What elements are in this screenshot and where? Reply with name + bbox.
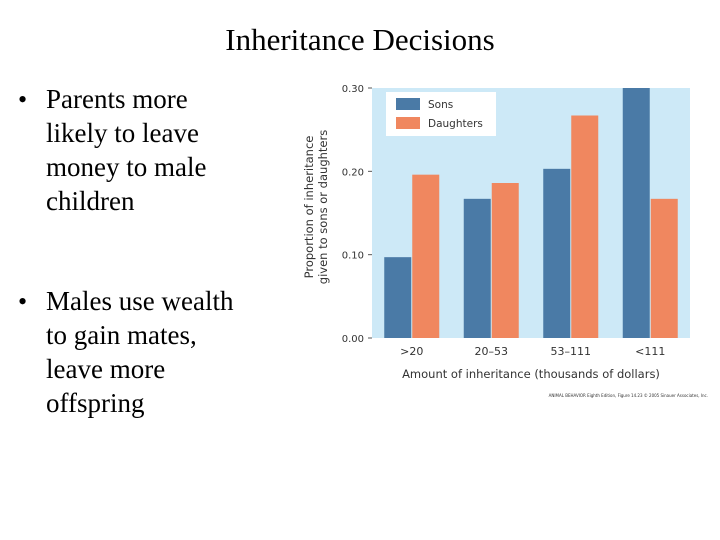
bullet-text: children (46, 186, 135, 216)
bullet-dot: • (18, 85, 27, 114)
legend-label: Daughters (428, 118, 483, 130)
bullet-text: Males use wealth (46, 286, 234, 316)
bar (622, 88, 650, 338)
x-tick-label: 53–111 (551, 345, 592, 358)
bullet-text: to gain mates, (46, 320, 197, 350)
y-tick-label: 0.10 (342, 251, 364, 262)
x-tick-label: >20 (400, 345, 423, 358)
slide-title: Inheritance Decisions (225, 22, 494, 57)
bar (412, 174, 440, 338)
x-tick-label: <111 (635, 345, 665, 358)
legend-swatch (396, 117, 420, 129)
y-tick-label: 0.20 (342, 167, 364, 178)
bullet-text: offspring (46, 388, 145, 418)
bullet-dot: • (18, 287, 27, 316)
bar (384, 257, 412, 338)
y-tick-label: 0.00 (342, 334, 364, 345)
bar (650, 198, 678, 338)
legend-swatch (396, 98, 420, 110)
legend-label: Sons (428, 99, 453, 111)
bullet-text: leave more (46, 354, 165, 384)
y-tick-label: 0.30 (342, 84, 364, 95)
bar (543, 168, 571, 338)
bullet-text: money to male (46, 152, 206, 182)
bar (463, 198, 491, 338)
bullet-text: Parents more (46, 84, 188, 114)
bar (571, 115, 599, 338)
x-tick-label: 20–53 (475, 345, 509, 358)
figure-caption: ANIMAL BEHAVIOR Eighth Edition, Figure 1… (549, 393, 708, 398)
bullet-text: likely to leave (46, 118, 199, 148)
x-axis-label: Amount of inheritance (thousands of doll… (402, 367, 660, 381)
y-axis-label: given to sons or daughters (316, 130, 330, 284)
bar (491, 183, 519, 338)
y-axis-label: Proportion of inheritance (302, 136, 316, 279)
